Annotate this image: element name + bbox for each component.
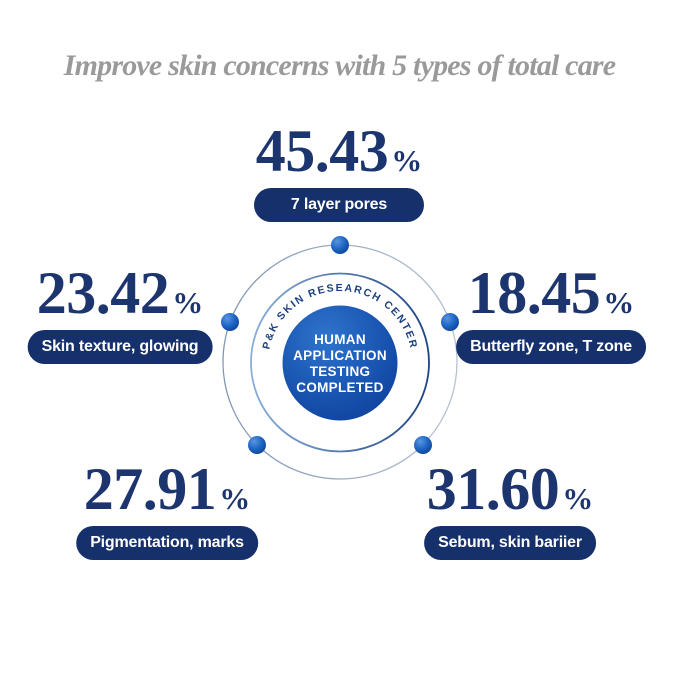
metric-left: 23.42% Skin texture, glowing xyxy=(27,263,213,364)
metric-value: 45.43% xyxy=(256,121,423,181)
orbit-dot-top xyxy=(331,236,349,254)
metric-label-pill: 7 layer pores xyxy=(254,188,424,222)
percent-sign: % xyxy=(603,285,635,320)
metric-right: 18.45% Butterfly zone, T zone xyxy=(456,263,646,364)
page-title: Improve skin concerns with 5 types of to… xyxy=(63,49,616,82)
inner-ring xyxy=(250,272,430,453)
value-text: 45.43 xyxy=(255,118,389,184)
badge-line-4: COMPLETED xyxy=(296,380,384,395)
orbit-dot-lower-right xyxy=(414,436,432,454)
metric-value: 23.42% xyxy=(37,263,204,323)
value-text: 31.60 xyxy=(426,456,560,522)
orbit-dot-upper-left xyxy=(221,313,239,331)
metric-label-pill: Sebum, skin bariier xyxy=(424,526,596,560)
value-text: 23.42 xyxy=(36,260,170,326)
orbit-dot-lower-left xyxy=(248,436,266,454)
percent-sign: % xyxy=(562,481,594,516)
metric-value: 31.60% xyxy=(427,459,594,519)
percent-sign: % xyxy=(391,143,423,178)
badge-circle xyxy=(282,305,398,421)
value-text: 18.45 xyxy=(467,260,601,326)
metric-label-pill: Skin texture, glowing xyxy=(27,330,213,364)
badge-line-3: TESTING xyxy=(309,364,371,379)
metric-label-pill: Butterfly zone, T zone xyxy=(456,330,646,364)
metric-bottom-left: 27.91% Pigmentation, marks xyxy=(76,459,258,560)
percent-sign: % xyxy=(219,481,251,516)
metric-value: 18.45% xyxy=(468,263,635,323)
badge-line-1: HUMAN xyxy=(314,332,366,347)
metric-label-pill: Pigmentation, marks xyxy=(76,526,258,560)
badge-line-2: APPLICATION xyxy=(293,348,387,363)
badge-text: HUMAN APPLICATION TESTING COMPLETED xyxy=(281,332,399,396)
value-text: 27.91 xyxy=(83,456,217,522)
metric-top: 45.43% 7 layer pores xyxy=(254,121,424,222)
metric-value: 27.91% xyxy=(84,459,251,519)
metric-bottom-right: 31.60% Sebum, skin bariier xyxy=(424,459,596,560)
percent-sign: % xyxy=(172,285,204,320)
orbit-dot-upper-right xyxy=(441,313,459,331)
